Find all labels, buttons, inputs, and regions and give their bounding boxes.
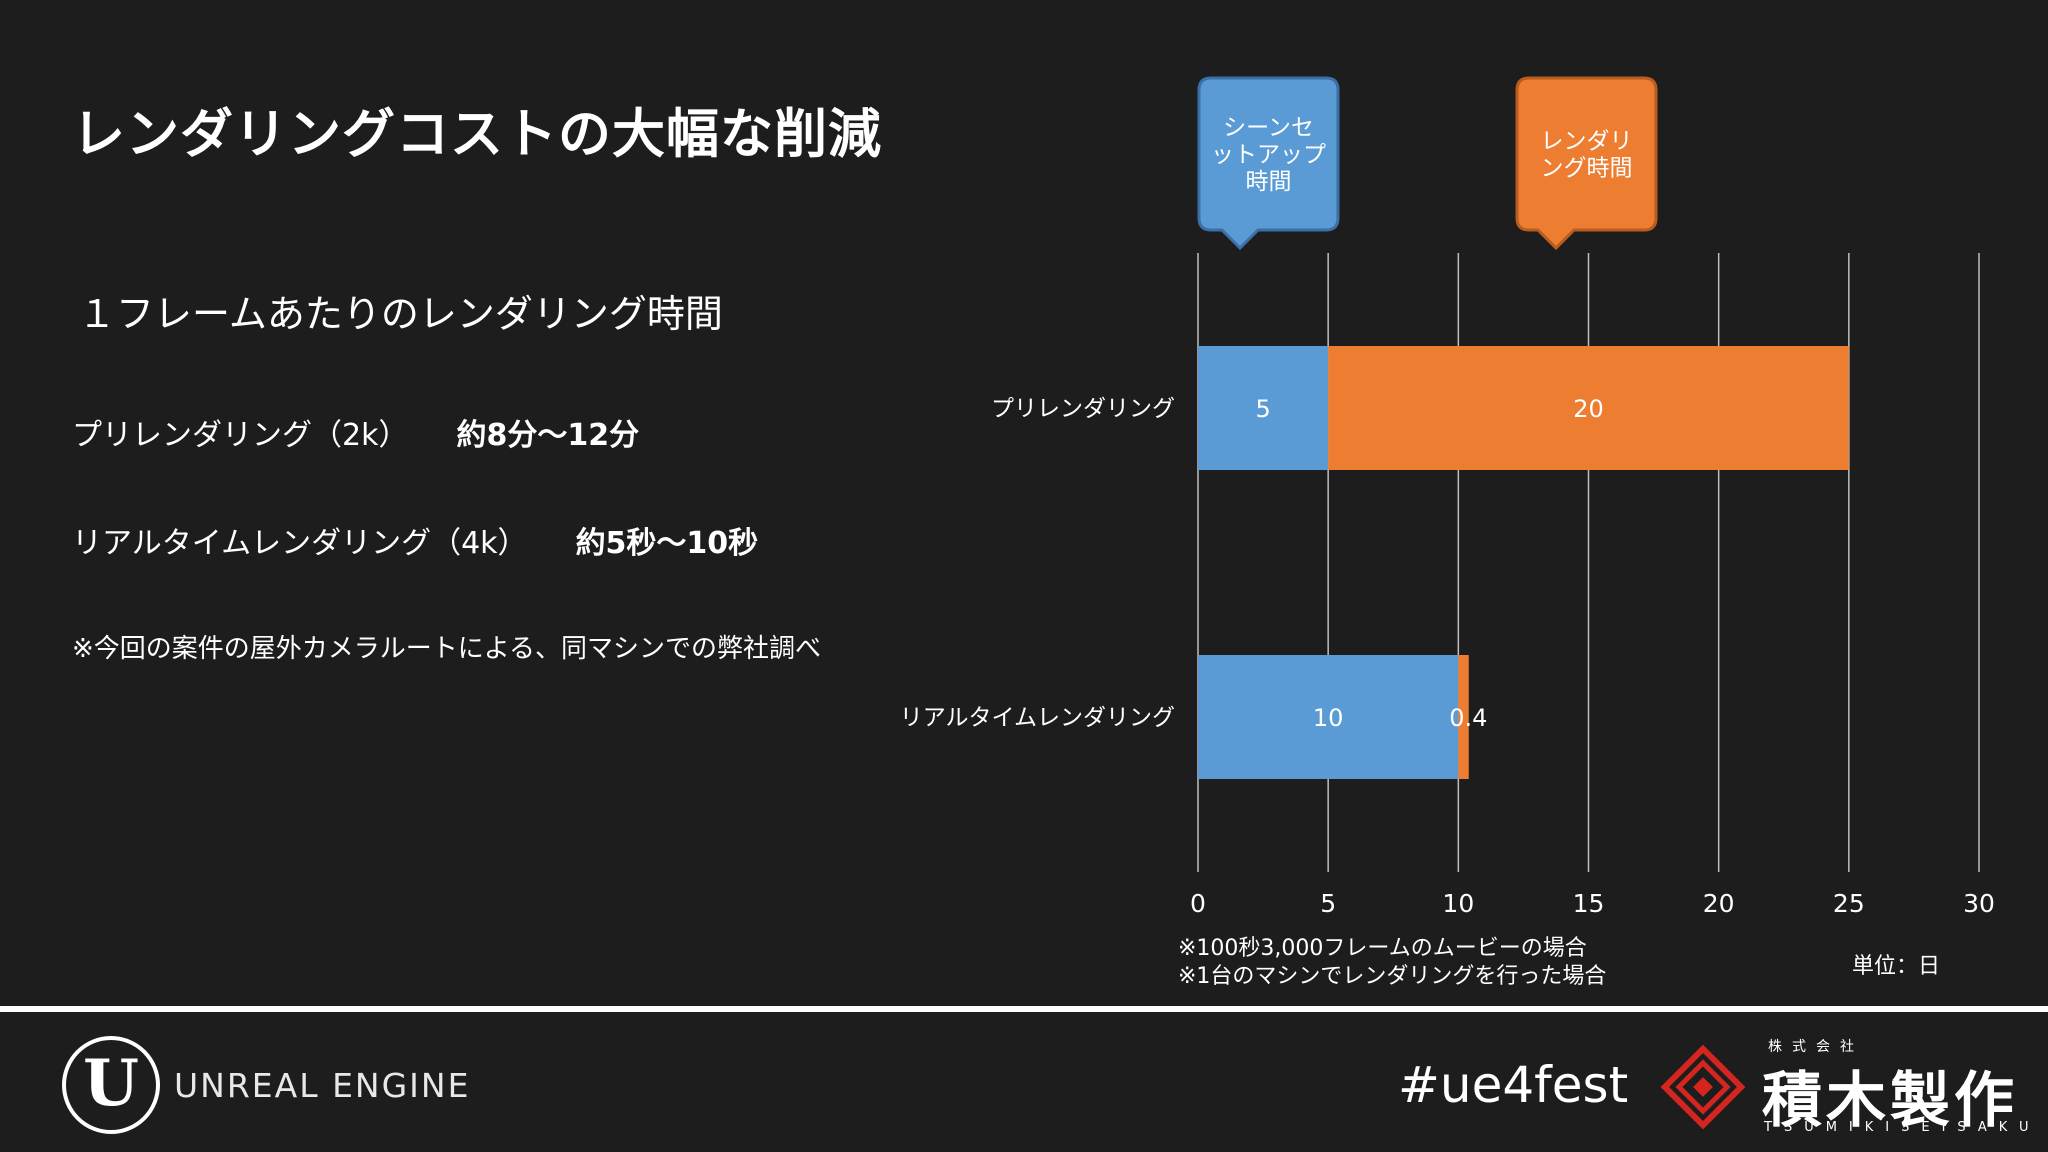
callout-bubble	[1197, 76, 1340, 251]
prerender-value: 約8分〜12分	[456, 418, 640, 453]
unit-label: 単位：日	[1852, 954, 1941, 979]
bar-data-label: 20	[1573, 395, 1604, 423]
footer-divider	[0, 1006, 2048, 1012]
slide-title: レンダリングコストの大幅な削減	[72, 104, 882, 165]
event-hashtag: #ue4fest	[1398, 1056, 1629, 1114]
x-tick-label: 25	[1833, 889, 1865, 918]
prerender-row: プリレンダリング（2k） 約8分〜12分	[72, 410, 639, 454]
realtime-label: リアルタイムレンダリング（4k）	[72, 526, 528, 561]
x-tick-label: 20	[1703, 889, 1735, 918]
bar-segment	[1198, 655, 1459, 779]
unreal-engine-logo-icon: U	[62, 1036, 160, 1134]
slide-subtitle: １フレームあたりのレンダリング時間	[78, 292, 723, 336]
bar-segment	[1458, 655, 1469, 779]
chart-footnote-2: ※1台のマシンでレンダリングを行った場合	[1178, 964, 1607, 989]
x-tick-label: 0	[1190, 889, 1206, 918]
bar-data-label: 10	[1313, 704, 1344, 732]
bar-data-label: 0.4	[1449, 704, 1487, 732]
company-type-label: 株式会社	[1768, 1039, 1864, 1055]
x-tick-label: 30	[1963, 889, 1995, 918]
unreal-engine-wordmark: UNREAL ENGINE	[174, 1066, 471, 1105]
bar-segment	[1198, 346, 1329, 470]
bar-data-label: 5	[1255, 395, 1270, 423]
realtime-value: 約5秒〜10秒	[575, 526, 759, 561]
callout-text: シーンセ	[1223, 115, 1314, 141]
realtime-row: リアルタイムレンダリング（4k） 約5秒〜10秒	[72, 518, 758, 562]
category-label: プリレンダリング	[991, 396, 1175, 422]
callout-text: レンダリ	[1541, 129, 1633, 155]
company-roman-name: TSUMIKISEISAKU	[1764, 1120, 2041, 1135]
unreal-logo-letter: U	[83, 1046, 139, 1121]
x-tick-label: 5	[1320, 889, 1336, 918]
x-tick-label: 10	[1442, 889, 1474, 918]
x-tick-label: 15	[1573, 889, 1605, 918]
callout-bubble	[1515, 76, 1658, 251]
legend-callout: レンダリング時間	[1515, 76, 1658, 251]
chart-footnote-1: ※100秒3,000フレームのムービーの場合	[1178, 936, 1587, 961]
callout-text: ットアップ	[1211, 142, 1326, 168]
company-name: 積木製作	[1762, 1066, 2018, 1136]
bar-segment	[1328, 346, 1849, 470]
research-note: ※今回の案件の屋外カメラルートによる、同マシンでの弊社調べ	[72, 634, 822, 664]
tsumiki-logo-icon	[1660, 1044, 1746, 1130]
callout-text: ング時間	[1541, 156, 1633, 182]
stacked-bar-chart: 0 5 10 15 20 25 30 プリレンダリング 5 20 リアルタイムレンダリング 10 0.4…	[900, 76, 1995, 918]
category-label: リアルタイムレンダリング	[900, 705, 1175, 731]
callout-text: 時間	[1246, 169, 1292, 195]
prerender-label: プリレンダリング（2k）	[72, 418, 409, 453]
